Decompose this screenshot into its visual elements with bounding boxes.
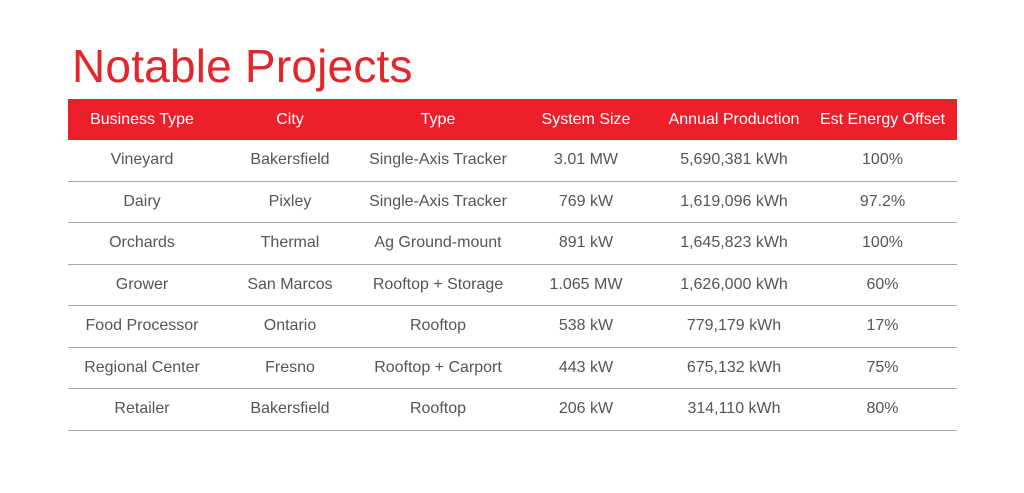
table-row: Grower San Marcos Rooftop + Storage 1.06… [68, 264, 957, 306]
table-row: Regional Center Fresno Rooftop + Carport… [68, 347, 957, 389]
header-row: Business Type City Type System Size Annu… [68, 99, 957, 140]
cell-est-energy-offset: 100% [808, 222, 957, 265]
cell-business-type: Retailer [68, 388, 216, 431]
cell-business-type: Orchards [68, 222, 216, 265]
cell-type: Single-Axis Tracker [364, 181, 512, 223]
cell-est-energy-offset: 100% [808, 140, 957, 182]
cell-est-energy-offset: 17% [808, 305, 957, 348]
cell-city: Pixley [216, 181, 364, 223]
cell-system-size: 769 kW [512, 181, 660, 223]
cell-business-type: Grower [68, 264, 216, 306]
cell-type: Rooftop + Storage [364, 264, 512, 306]
cell-system-size: 891 kW [512, 222, 660, 265]
cell-est-energy-offset: 97.2% [808, 181, 957, 223]
table-row: Retailer Bakersfield Rooftop 206 kW 314,… [68, 388, 957, 431]
table-row: Food Processor Ontario Rooftop 538 kW 77… [68, 305, 957, 348]
cell-annual-production: 675,132 kWh [660, 347, 808, 389]
cell-city: Fresno [216, 347, 364, 389]
cell-annual-production: 779,179 kWh [660, 305, 808, 348]
cell-type: Rooftop [364, 388, 512, 431]
cell-type: Rooftop [364, 305, 512, 348]
cell-business-type: Vineyard [68, 140, 216, 182]
cell-annual-production: 1,619,096 kWh [660, 181, 808, 223]
cell-type: Single-Axis Tracker [364, 140, 512, 182]
cell-type: Ag Ground-mount [364, 222, 512, 265]
cell-city: Ontario [216, 305, 364, 348]
cell-system-size: 206 kW [512, 388, 660, 431]
cell-system-size: 443 kW [512, 347, 660, 389]
page-title: Notable Projects [72, 40, 413, 92]
cell-est-energy-offset: 80% [808, 388, 957, 431]
cell-city: San Marcos [216, 264, 364, 306]
cell-type: Rooftop + Carport [364, 347, 512, 389]
cell-city: Bakersfield [216, 388, 364, 431]
header-system-size: System Size [541, 110, 631, 128]
cell-est-energy-offset: 60% [808, 264, 957, 306]
table-row: Dairy Pixley Single-Axis Tracker 769 kW … [68, 181, 957, 223]
cell-business-type: Food Processor [68, 305, 216, 348]
cell-city: Thermal [216, 222, 364, 265]
header-city: City [276, 110, 304, 128]
cell-business-type: Dairy [68, 181, 216, 223]
header-annual-production: Annual Production [668, 110, 800, 128]
header-est-energy-offset: Est Energy Offset [819, 110, 946, 128]
cell-business-type: Regional Center [68, 347, 216, 389]
cell-annual-production: 1,626,000 kWh [660, 264, 808, 306]
cell-city: Bakersfield [216, 140, 364, 182]
header-type: Type [420, 110, 456, 128]
table-row: Orchards Thermal Ag Ground-mount 891 kW … [68, 222, 957, 265]
cell-est-energy-offset: 75% [808, 347, 957, 389]
table-body: Vineyard Bakersfield Single-Axis Tracker… [68, 140, 957, 431]
projects-table: Business Type City Type System Size Annu… [68, 99, 957, 431]
cell-annual-production: 1,645,823 kWh [660, 222, 808, 265]
header-business-type: Business Type [90, 110, 194, 128]
cell-system-size: 538 kW [512, 305, 660, 348]
cell-annual-production: 5,690,381 kWh [660, 140, 808, 182]
table-row: Vineyard Bakersfield Single-Axis Tracker… [68, 140, 957, 182]
cell-annual-production: 314,110 kWh [660, 388, 808, 431]
cell-system-size: 3.01 MW [512, 140, 660, 182]
table-header: Business Type City Type System Size Annu… [68, 99, 957, 140]
cell-system-size: 1.065 MW [512, 264, 660, 306]
